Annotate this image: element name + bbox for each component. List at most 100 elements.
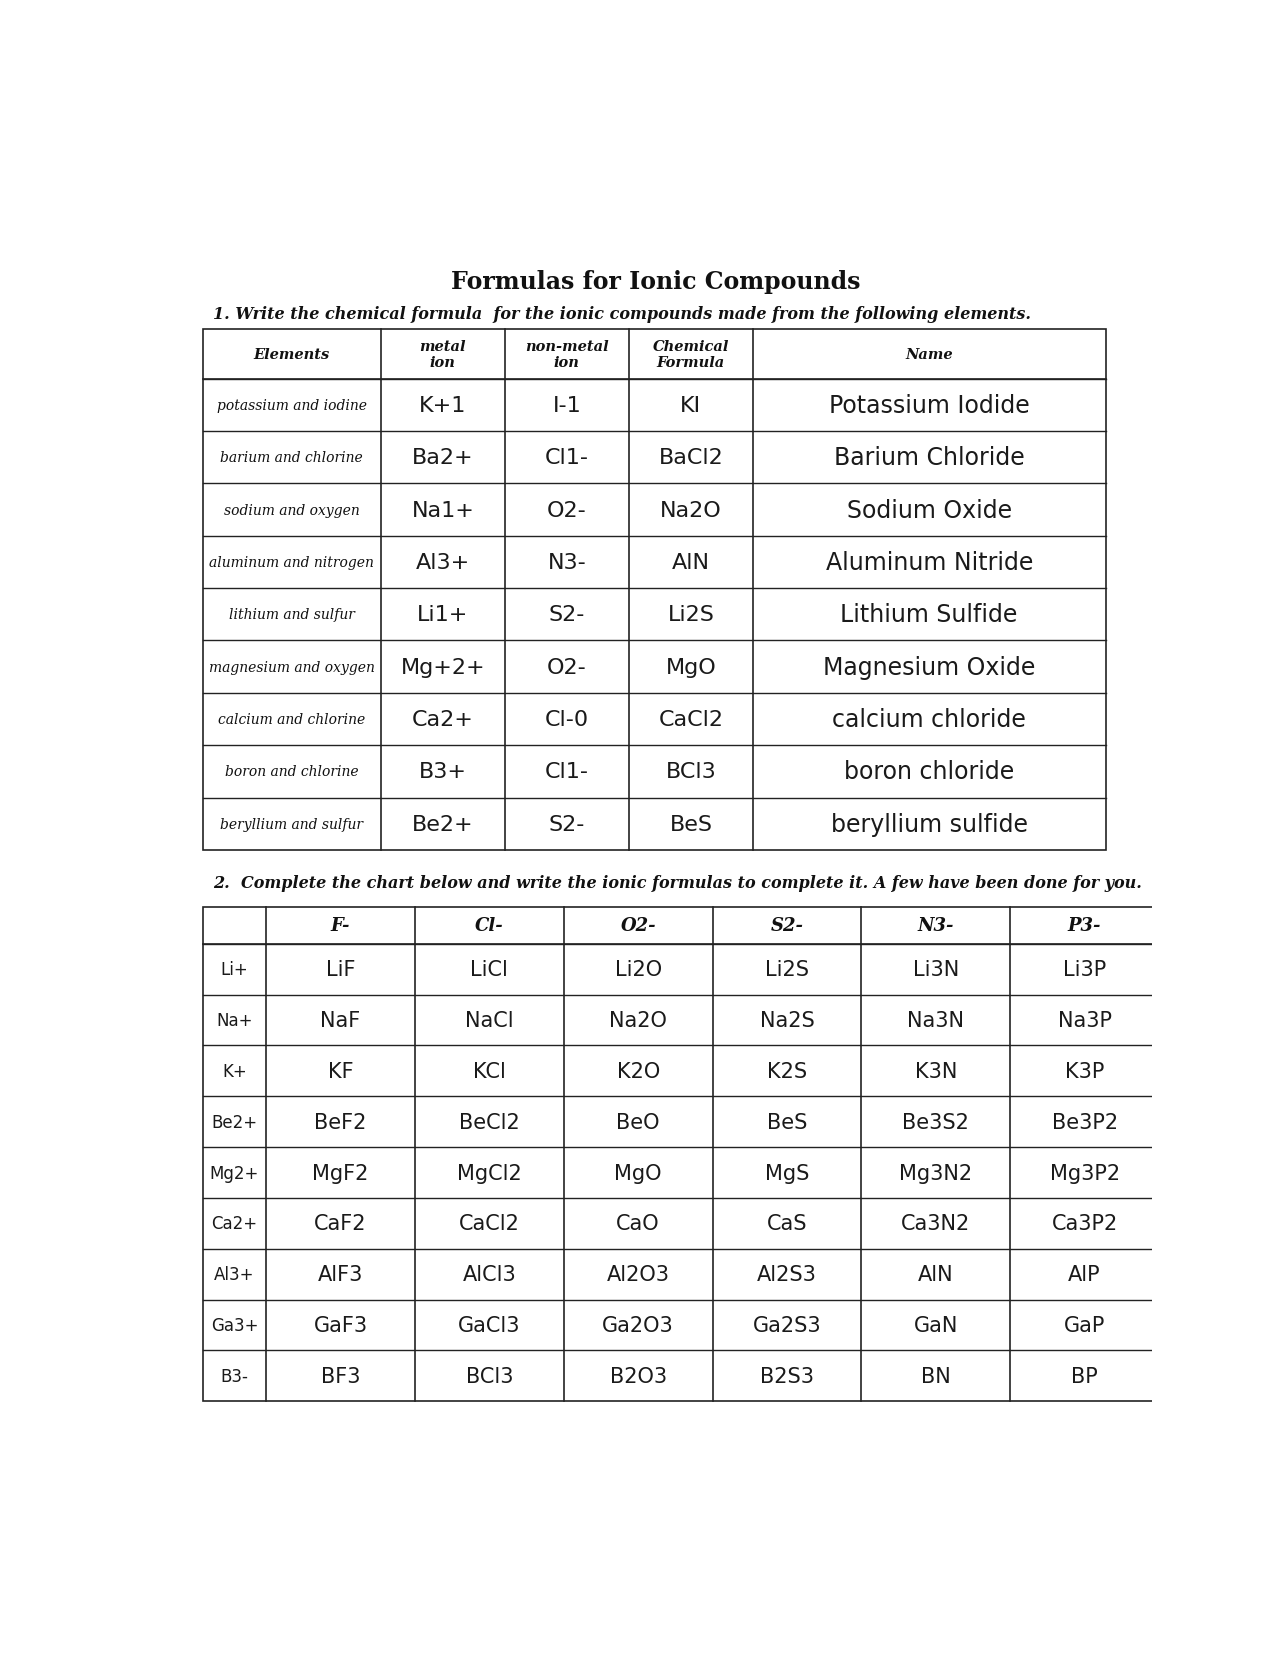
Text: Cl1-: Cl1- [545,761,589,781]
Text: Na3N: Na3N [908,1011,964,1031]
Text: Be2+: Be2+ [211,1114,257,1130]
Text: MgS: MgS [764,1163,809,1183]
Text: Cl1-: Cl1- [545,449,589,468]
Text: Formulas for Ionic Compounds: Formulas for Ionic Compounds [452,270,860,293]
Text: K3N: K3N [915,1061,957,1081]
Text: B3+: B3+ [419,761,467,781]
Text: MgO: MgO [666,657,717,677]
Text: Elements: Elements [253,348,330,361]
Text: AlN: AlN [918,1264,954,1284]
Text: K+1: K+1 [419,396,467,415]
Text: Ca3N2: Ca3N2 [901,1213,970,1233]
Text: Li2S: Li2S [765,960,809,980]
Text: AlCl3: AlCl3 [462,1264,516,1284]
Text: Mg2+: Mg2+ [210,1163,259,1182]
Text: O2-: O2- [547,657,586,677]
Text: lithium and sulfur: lithium and sulfur [229,607,355,622]
Text: Mg3N2: Mg3N2 [900,1163,973,1183]
Text: barium and chlorine: barium and chlorine [220,450,364,465]
Text: O2-: O2- [621,917,655,935]
Text: S2-: S2- [549,814,585,834]
Text: Chemical
Formula: Chemical Formula [653,339,730,369]
Text: Na2O: Na2O [609,1011,667,1031]
Text: Magnesium Oxide: Magnesium Oxide [823,655,1036,679]
Text: F-: F- [330,917,351,935]
Text: Be2+: Be2+ [412,814,474,834]
Text: BaCl2: BaCl2 [658,449,723,468]
Text: AlN: AlN [672,553,710,573]
Text: S2-: S2- [549,606,585,626]
Text: GaP: GaP [1064,1316,1105,1336]
Text: GaN: GaN [914,1316,957,1336]
Text: I-1: I-1 [553,396,581,415]
Text: Na2O: Na2O [660,500,722,520]
Text: CaF2: CaF2 [315,1213,367,1233]
Text: MgCl2: MgCl2 [457,1163,522,1183]
Text: CaS: CaS [767,1213,808,1233]
Text: Li3N: Li3N [913,960,959,980]
Text: KF: KF [328,1061,353,1081]
Text: BeCl2: BeCl2 [460,1112,520,1132]
Text: Li3P: Li3P [1062,960,1106,980]
Text: MgF2: MgF2 [312,1163,369,1183]
Text: GaF3: GaF3 [314,1316,367,1336]
Text: KCl: KCl [472,1061,506,1081]
Text: Na1+: Na1+ [411,500,475,520]
Text: Ca2+: Ca2+ [412,710,474,730]
Text: LiF: LiF [326,960,356,980]
Text: S2-: S2- [771,917,804,935]
Text: N3-: N3- [548,553,586,573]
Text: Mg+2+: Mg+2+ [401,657,485,677]
Text: Al3+: Al3+ [416,553,470,573]
Text: Potassium Iodide: Potassium Iodide [829,394,1029,417]
Text: P3-: P3- [1068,917,1101,935]
Text: NaF: NaF [320,1011,361,1031]
Text: magnesium and oxygen: magnesium and oxygen [209,660,375,674]
Text: Cl-: Cl- [475,917,504,935]
Text: BCl3: BCl3 [666,761,717,781]
Text: Cl-0: Cl-0 [545,710,589,730]
Text: aluminum and nitrogen: aluminum and nitrogen [210,556,374,569]
Text: Ga3+: Ga3+ [211,1316,259,1334]
Text: BN: BN [920,1365,951,1385]
Text: K3P: K3P [1065,1061,1105,1081]
Text: NaCl: NaCl [465,1011,513,1031]
Text: K+: K+ [221,1063,247,1081]
Text: Na3P: Na3P [1057,1011,1111,1031]
Text: Name: Name [905,348,954,361]
Text: 1. Write the chemical formula  for the ionic compounds made from the following e: 1. Write the chemical formula for the io… [212,306,1030,323]
Text: AlF3: AlF3 [317,1264,364,1284]
Text: BeF2: BeF2 [315,1112,367,1132]
Text: Li2O: Li2O [614,960,662,980]
Text: B2O3: B2O3 [609,1365,667,1385]
Text: Be3S2: Be3S2 [902,1112,969,1132]
Text: Be3P2: Be3P2 [1051,1112,1117,1132]
Text: Na2S: Na2S [759,1011,814,1031]
Text: Mg3P2: Mg3P2 [1050,1163,1120,1183]
Text: BeS: BeS [767,1112,808,1132]
Text: CaO: CaO [617,1213,660,1233]
Text: GaCl3: GaCl3 [458,1316,521,1336]
Text: Al3+: Al3+ [214,1266,255,1283]
Text: MgO: MgO [614,1163,662,1183]
Text: BeO: BeO [617,1112,660,1132]
Text: metal
ion: metal ion [420,339,466,369]
Text: Sodium Oxide: Sodium Oxide [846,498,1011,523]
Text: calcium and chlorine: calcium and chlorine [218,713,365,727]
Text: CaCl2: CaCl2 [460,1213,520,1233]
Text: non-metal
ion: non-metal ion [525,339,609,369]
Text: Al2S3: Al2S3 [756,1264,817,1284]
Text: 2.  Complete the chart below and write the ionic formulas to complete it. A few : 2. Complete the chart below and write th… [212,874,1142,890]
Text: Ba2+: Ba2+ [412,449,474,468]
Text: beryllium sulfide: beryllium sulfide [831,813,1028,836]
Text: Al2O3: Al2O3 [607,1264,669,1284]
Text: K2O: K2O [617,1061,659,1081]
Text: Ca2+: Ca2+ [211,1215,257,1233]
Text: BP: BP [1071,1365,1098,1385]
Text: B2S3: B2S3 [760,1365,814,1385]
Text: boron chloride: boron chloride [844,760,1014,784]
Text: Li2S: Li2S [667,606,714,626]
Text: calcium chloride: calcium chloride [832,708,1027,732]
Bar [202,329,1106,851]
Text: beryllium and sulfur: beryllium and sulfur [220,818,364,831]
